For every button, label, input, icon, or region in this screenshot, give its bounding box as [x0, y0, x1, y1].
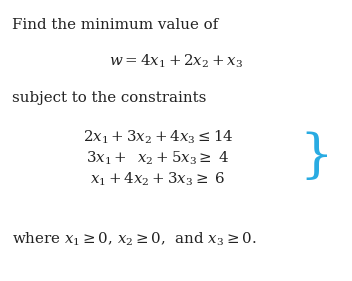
Text: $3x_1 + \;\; x_2 + 5x_3 \geq \; 4$: $3x_1 + \;\; x_2 + 5x_3 \geq \; 4$	[86, 150, 230, 167]
Text: Find the minimum value of: Find the minimum value of	[12, 18, 218, 32]
Text: $2x_1 + 3x_2 + 4x_3 \leq 14$: $2x_1 + 3x_2 + 4x_3 \leq 14$	[83, 129, 233, 146]
Text: $x_1 + 4x_2 + 3x_3 \geq \; 6$: $x_1 + 4x_2 + 3x_3 \geq \; 6$	[90, 171, 226, 188]
Text: where $x_1 \geq 0$, $x_2 \geq 0$,  and $x_3 \geq 0$.: where $x_1 \geq 0$, $x_2 \geq 0$, and $x…	[12, 231, 256, 248]
Text: subject to the constraints: subject to the constraints	[12, 91, 206, 105]
Text: $w = 4x_1 + 2x_2 + x_3$: $w = 4x_1 + 2x_2 + x_3$	[109, 53, 243, 71]
Text: }: }	[299, 130, 333, 182]
